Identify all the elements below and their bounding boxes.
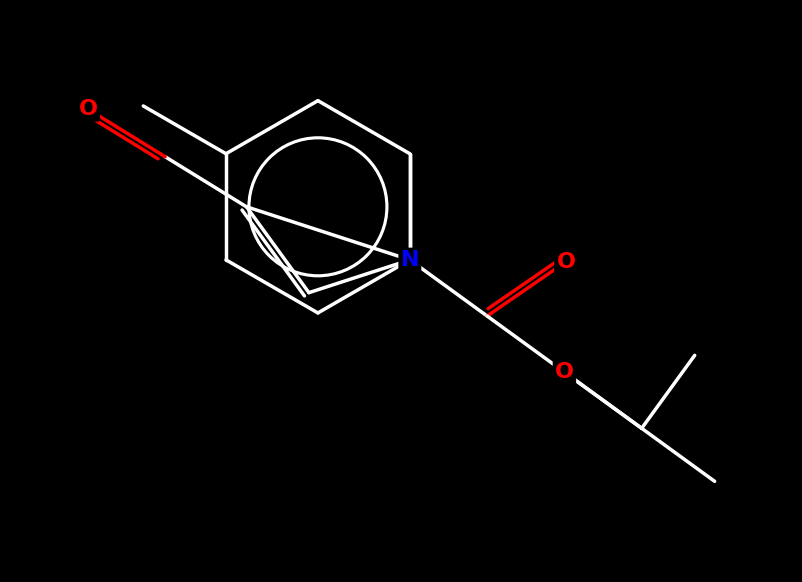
Text: N: N [400,250,419,270]
Text: O: O [79,100,98,119]
Text: O: O [554,362,573,382]
Text: O: O [556,252,575,272]
